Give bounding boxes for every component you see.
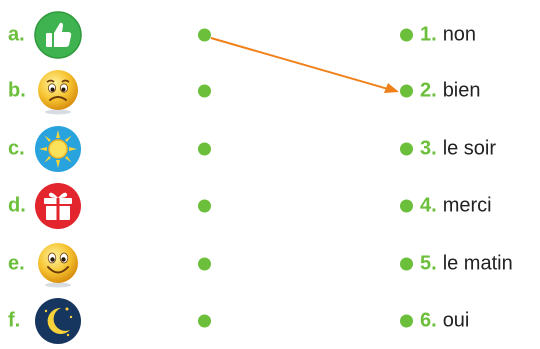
match-row-b: b. [0,66,540,116]
option-number: 4. [420,194,437,217]
gift-icon [34,182,82,230]
match-dot-left[interactable] [198,257,211,271]
match-row-c: c. 3. le soir [0,124,540,174]
sun-icon [34,125,82,173]
letter-label: b. [8,79,26,102]
match-dot-right[interactable] [400,257,413,271]
match-dot-right[interactable] [400,314,413,328]
option-word: le matin [442,252,513,275]
match-dot-right[interactable] [400,28,413,42]
match-dot-left[interactable] [198,142,211,156]
letter-label: a. [8,23,25,46]
match-row-d: d. 4. merci [0,181,540,231]
match-dot-left[interactable] [198,84,211,98]
moon-night-icon [34,297,82,345]
option-word: non [442,23,477,46]
match-dot-left[interactable] [198,314,211,328]
letter-label: d. [8,194,26,217]
option-number: 3. [420,137,437,160]
match-dot-left[interactable] [198,28,211,42]
option-6: 6. oui [400,310,469,333]
option-number: 5. [420,252,437,275]
sad-face-icon [34,67,82,115]
match-dot-right[interactable] [400,199,413,213]
match-row-f: f. 6. oui [0,296,540,346]
letter-label: f. [8,309,21,332]
option-number: 6. [420,309,437,332]
match-dot-right[interactable] [400,142,413,156]
option-4: 4. merci [400,195,492,218]
option-word: le soir [442,137,497,160]
option-number: 2. [420,79,437,102]
option-1: 1. non [400,24,476,47]
option-3: 3. le soir [400,138,496,161]
letter-label: e. [8,252,25,275]
option-5: 5. le matin [400,253,513,276]
thumbs-up-icon [34,11,82,59]
option-word: merci [442,194,492,217]
match-row-e: e. 5. [0,239,540,289]
option-number: 1. [420,23,437,46]
option-2: 2. bien [400,80,481,103]
match-dot-left[interactable] [198,199,211,213]
option-word: bien [442,79,481,102]
option-word: oui [442,309,470,332]
match-dot-right[interactable] [400,84,413,98]
smiley-face-icon [34,240,82,288]
match-row-a: a. 1. non [0,10,540,60]
letter-label: c. [8,137,25,160]
